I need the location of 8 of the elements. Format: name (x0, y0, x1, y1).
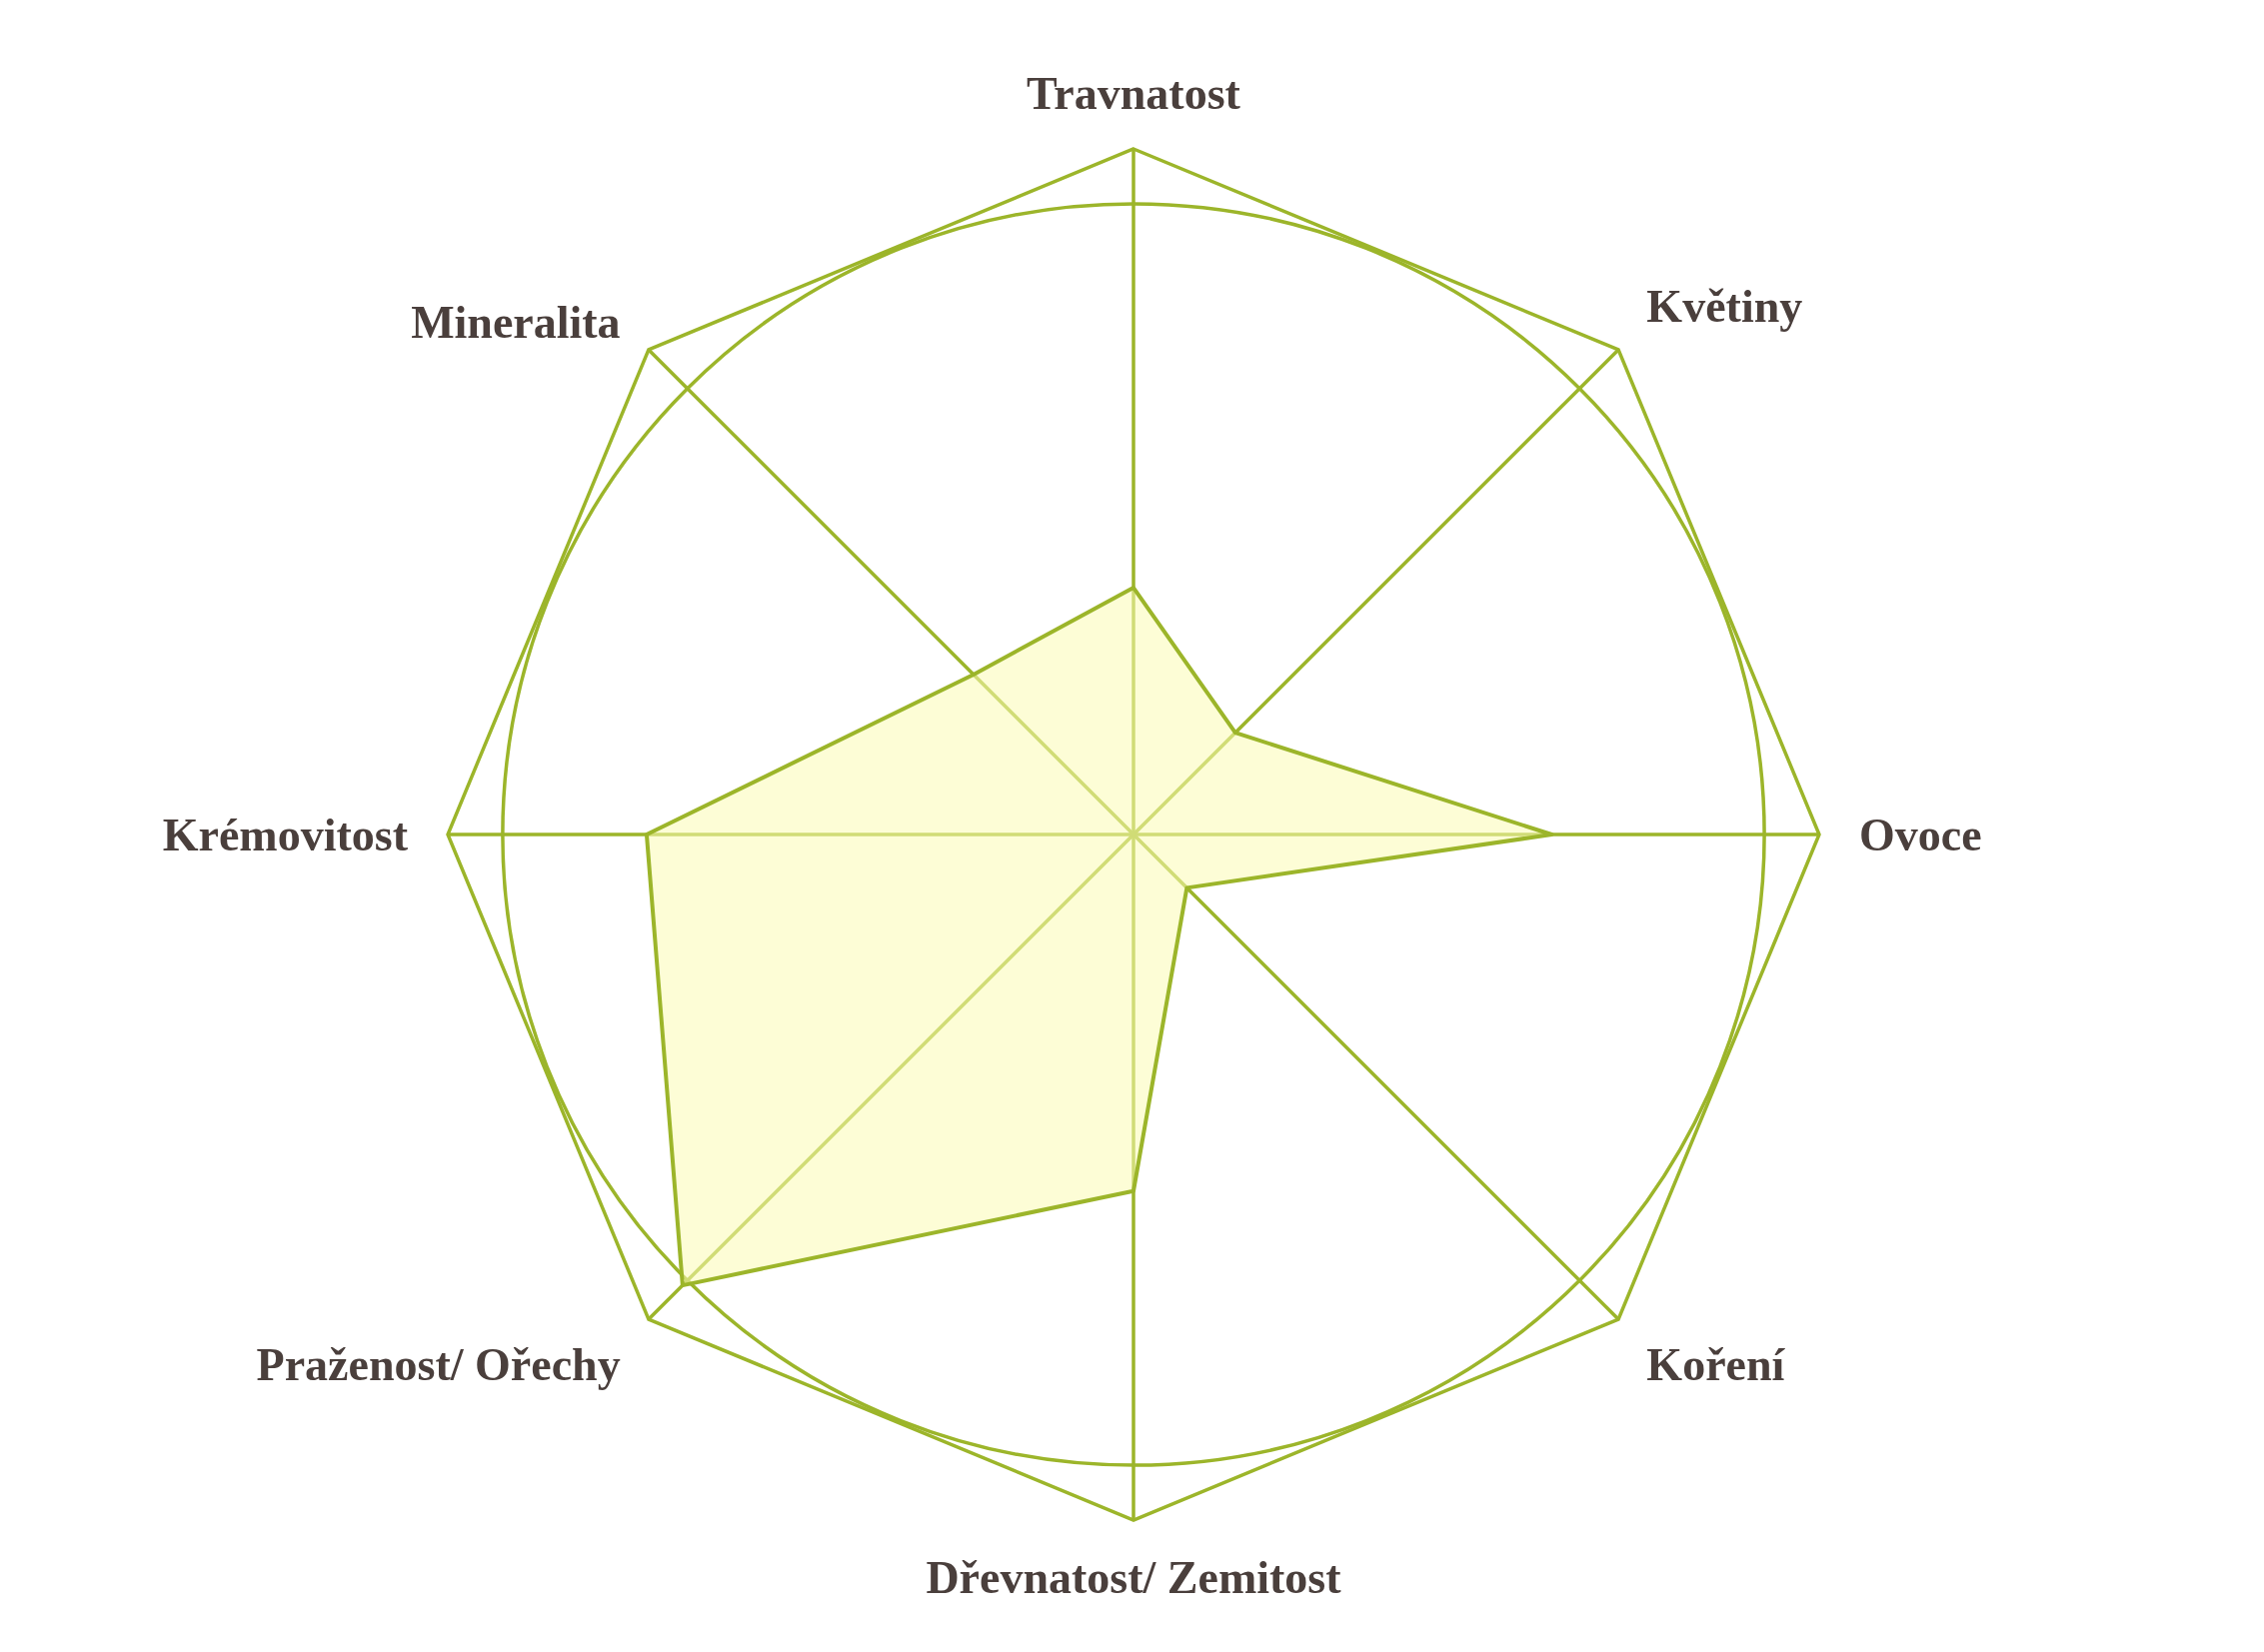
spoke-label: Travnatost (1027, 68, 1241, 119)
spoke-label: Ovoce (1859, 810, 1982, 861)
spoke-label: Koření (1646, 1339, 1786, 1391)
spoke-label: Krémovitost (162, 810, 409, 861)
spoke-label: Květiny (1646, 280, 1803, 332)
spoke-label: Mineralita (411, 296, 621, 348)
spoke-label: Dřevnatost/ Zemitost (926, 1551, 1342, 1603)
spoke-label: Praženost/ Ořechy (256, 1339, 621, 1391)
